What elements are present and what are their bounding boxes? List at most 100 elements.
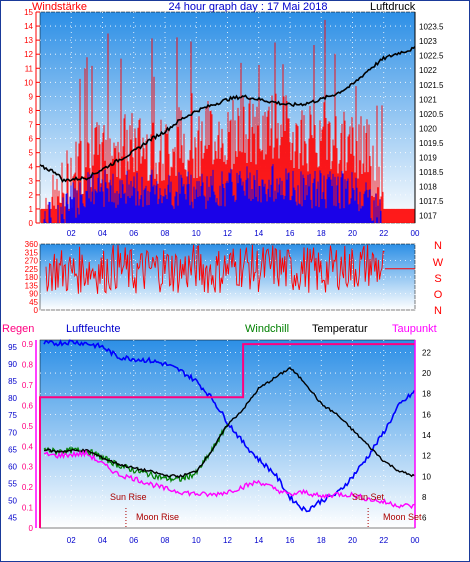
p1-left-tick-2: 2 bbox=[29, 191, 34, 200]
sun-set-label: Sun Set bbox=[352, 492, 385, 502]
p3-right-tick-5: 16 bbox=[422, 410, 431, 419]
p1-x-tick-7: 16 bbox=[286, 229, 295, 238]
p3-rain-tick-1: 0.1 bbox=[22, 504, 34, 513]
p1-right-tick-6: 1020 bbox=[419, 124, 437, 133]
p1-right-tick-5: 1019.5 bbox=[419, 139, 444, 148]
p3-humidity-tick-3: 60 bbox=[8, 462, 17, 471]
p3-right-tick-1: 8 bbox=[422, 493, 427, 502]
p3-rain-tick-7: 0.7 bbox=[22, 381, 34, 390]
p3-humidity-tick-9: 90 bbox=[8, 360, 17, 369]
p3-x-tick-6: 14 bbox=[254, 536, 263, 545]
p1-x-tick-11: 00 bbox=[411, 229, 420, 238]
p1-left-tick-3: 3 bbox=[29, 177, 34, 186]
p1-right-tick-12: 1023 bbox=[419, 37, 437, 46]
compass-n-bottom: N bbox=[434, 305, 442, 317]
compass-s: S bbox=[434, 273, 441, 285]
series-luftfeuchte bbox=[43, 339, 416, 513]
p1-left-tick-5: 5 bbox=[29, 149, 34, 158]
p3-x-tick-11: 00 bbox=[411, 536, 420, 545]
moon-rise-label: Moon Rise bbox=[136, 512, 179, 522]
compass-n-top: N bbox=[434, 240, 442, 252]
series-wind-blue bbox=[43, 164, 382, 223]
p1-right-tick-13: 1023.5 bbox=[419, 23, 444, 32]
p1-x-tick-4: 10 bbox=[192, 229, 201, 238]
p1-right-tick-8: 1021 bbox=[419, 95, 437, 104]
p3-right-tick-8: 22 bbox=[422, 348, 431, 357]
p3-x-tick-4: 10 bbox=[192, 536, 201, 545]
sun-rise-label: Sun Rise bbox=[110, 492, 147, 502]
series-regen bbox=[39, 343, 415, 528]
p1-left-tick-1: 1 bbox=[29, 205, 34, 214]
p1-x-tick-0: 02 bbox=[67, 229, 76, 238]
p3-right-tick-2: 10 bbox=[422, 472, 431, 481]
p3-humidity-tick-10: 95 bbox=[8, 343, 17, 352]
p3-rain-tick-6: 0.6 bbox=[22, 401, 34, 410]
p3-x-tick-1: 04 bbox=[98, 536, 107, 545]
p1-x-tick-8: 18 bbox=[317, 229, 326, 238]
p2-left-tick-2: 90 bbox=[29, 290, 38, 299]
p1-left-tick-11: 11 bbox=[25, 64, 34, 73]
p3-x-tick-10: 22 bbox=[379, 536, 388, 545]
left-axis-title: Windstärke bbox=[32, 1, 87, 13]
p1-left-tick-0: 0 bbox=[29, 219, 34, 228]
p3-x-tick-3: 08 bbox=[161, 536, 170, 545]
p1-x-tick-5: 12 bbox=[223, 229, 232, 238]
p1-left-tick-9: 9 bbox=[29, 92, 34, 101]
p1-left-tick-7: 7 bbox=[29, 121, 34, 130]
p1-right-tick-4: 1019 bbox=[419, 154, 437, 163]
panel3-data bbox=[39, 339, 416, 528]
p3-rain-tick-2: 0.2 bbox=[22, 483, 34, 492]
axes-labels: 012345678910111213141510171017.510181018… bbox=[8, 8, 444, 545]
series-temperatur bbox=[43, 366, 415, 479]
p1-x-tick-1: 04 bbox=[98, 229, 107, 238]
p3-rain-tick-8: 0.8 bbox=[22, 361, 34, 370]
p3-humidity-tick-2: 55 bbox=[8, 480, 17, 489]
p3-rain-tick-5: 0.5 bbox=[22, 422, 34, 431]
p3-right-tick-4: 14 bbox=[422, 431, 431, 440]
chart-title: 24 hour graph day : 17 Mai 2018 bbox=[168, 1, 327, 13]
p3-x-tick-7: 16 bbox=[286, 536, 295, 545]
panel-humidity-temp bbox=[39, 339, 416, 529]
p1-right-tick-0: 1017 bbox=[419, 212, 437, 221]
p3-x-tick-5: 12 bbox=[223, 536, 232, 545]
p1-left-tick-10: 10 bbox=[24, 78, 33, 87]
p2-left-tick-6: 270 bbox=[25, 257, 39, 266]
p1-x-tick-3: 08 bbox=[161, 229, 170, 238]
luftfeuchte-label: Luftfeuchte bbox=[66, 323, 120, 335]
p1-x-tick-6: 14 bbox=[254, 229, 263, 238]
p1-left-tick-12: 12 bbox=[24, 50, 33, 59]
compass-w: W bbox=[433, 257, 444, 269]
p1-x-tick-2: 06 bbox=[129, 229, 138, 238]
p1-left-tick-6: 6 bbox=[29, 135, 34, 144]
temperatur-label: Temperatur bbox=[312, 323, 368, 335]
moon-set-label: Moon Set bbox=[383, 512, 422, 522]
p3-right-tick-3: 12 bbox=[422, 452, 431, 461]
p1-left-tick-15: 15 bbox=[24, 8, 33, 17]
p3-humidity-tick-8: 85 bbox=[8, 377, 17, 386]
p1-right-tick-1: 1017.5 bbox=[419, 197, 444, 206]
p1-x-tick-10: 22 bbox=[379, 229, 388, 238]
p1-right-tick-2: 1018 bbox=[419, 183, 437, 192]
p1-x-tick-9: 20 bbox=[348, 229, 357, 238]
p3-x-tick-2: 06 bbox=[129, 536, 138, 545]
panel2-grid bbox=[40, 243, 416, 311]
p1-right-tick-11: 1022.5 bbox=[419, 52, 444, 61]
p1-left-tick-14: 14 bbox=[24, 22, 33, 31]
p1-right-tick-7: 1020.5 bbox=[419, 110, 444, 119]
p2-left-tick-0: 0 bbox=[34, 306, 39, 315]
p2-left-tick-4: 180 bbox=[25, 273, 39, 282]
p1-left-tick-4: 4 bbox=[29, 163, 34, 172]
p2-left-tick-3: 135 bbox=[25, 281, 39, 290]
p3-right-tick-0: 6 bbox=[422, 514, 427, 523]
p3-x-tick-0: 02 bbox=[67, 536, 76, 545]
p3-right-tick-7: 20 bbox=[422, 369, 431, 378]
taupunkt-label: Taupunkt bbox=[392, 323, 437, 335]
p3-right-tick-6: 18 bbox=[422, 390, 431, 399]
p2-left-tick-8: 360 bbox=[25, 240, 39, 249]
p3-rain-tick-0: 0 bbox=[29, 524, 34, 533]
p3-humidity-tick-4: 65 bbox=[8, 445, 17, 454]
p1-right-tick-3: 1018.5 bbox=[419, 168, 444, 177]
series-windrichtung bbox=[45, 244, 385, 294]
series-luftdruck bbox=[39, 46, 416, 183]
p2-left-tick-1: 45 bbox=[29, 298, 38, 307]
